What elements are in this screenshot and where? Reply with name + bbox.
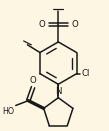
Text: O: O xyxy=(38,20,45,29)
Text: Cl: Cl xyxy=(81,69,90,78)
Text: HO: HO xyxy=(3,107,15,116)
Text: N: N xyxy=(55,87,62,96)
Text: O: O xyxy=(72,20,78,29)
Text: O: O xyxy=(30,76,36,85)
